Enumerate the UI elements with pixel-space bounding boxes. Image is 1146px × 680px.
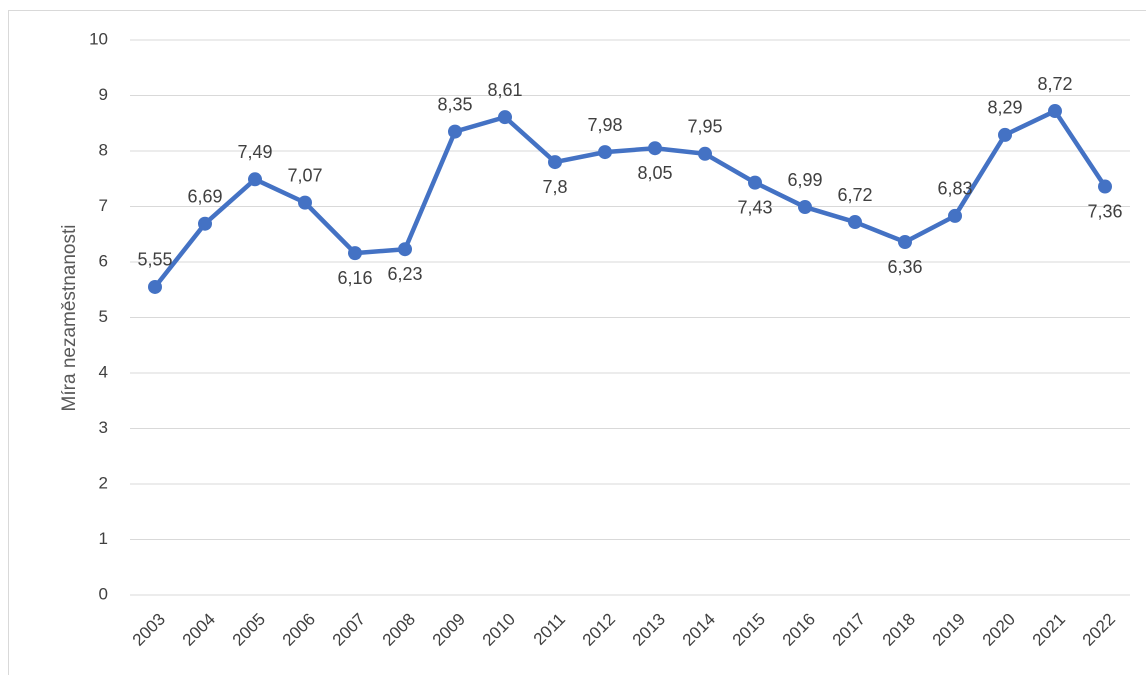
x-tick-label: 2017	[829, 610, 869, 650]
marker	[148, 280, 162, 294]
data-label: 6,36	[887, 257, 922, 277]
data-label: 7,98	[587, 115, 622, 135]
x-tick-label: 2003	[129, 610, 169, 650]
y-tick-label: 4	[99, 362, 108, 381]
x-tick-label: 2013	[629, 610, 669, 650]
data-label: 6,72	[837, 185, 872, 205]
x-tick-label: 2008	[379, 610, 419, 650]
data-label: 6,69	[187, 186, 222, 206]
marker	[498, 110, 512, 124]
marker	[298, 196, 312, 210]
x-tick-label: 2018	[879, 610, 919, 650]
data-label: 7,8	[542, 177, 567, 197]
marker	[548, 155, 562, 169]
marker	[748, 176, 762, 190]
x-tick-label: 2015	[729, 610, 769, 650]
y-axis-label: Míra nezaměstnanosti	[59, 225, 80, 412]
data-label: 6,83	[937, 179, 972, 199]
x-tick-label: 2011	[530, 610, 569, 649]
x-tick-label: 2020	[979, 610, 1019, 650]
marker	[198, 217, 212, 231]
marker	[1048, 104, 1062, 118]
marker	[398, 242, 412, 256]
x-tick-label: 2012	[579, 610, 619, 650]
x-tick-label: 2021	[1029, 610, 1069, 650]
marker	[598, 145, 612, 159]
data-label: 7,95	[687, 117, 722, 137]
data-label: 6,16	[337, 268, 372, 288]
data-label: 7,07	[287, 165, 322, 185]
data-label: 6,99	[787, 170, 822, 190]
marker	[1098, 180, 1112, 194]
y-tick-label: 6	[99, 251, 108, 270]
data-label: 7,43	[737, 197, 772, 217]
data-label: 8,29	[987, 98, 1022, 118]
data-label: 5,55	[137, 250, 172, 270]
marker	[648, 141, 662, 155]
data-label: 7,36	[1087, 201, 1122, 221]
chart-frame	[9, 11, 1146, 676]
x-tick-label: 2004	[179, 610, 219, 650]
y-tick-label: 1	[99, 529, 108, 548]
y-tick-label: 7	[99, 196, 108, 215]
y-tick-label: 2	[99, 473, 108, 492]
marker	[898, 235, 912, 249]
y-tick-label: 9	[99, 85, 108, 104]
y-tick-label: 5	[99, 307, 108, 326]
data-label: 8,35	[437, 94, 472, 114]
marker	[348, 246, 362, 260]
y-tick-label: 8	[99, 140, 108, 159]
x-tick-label: 2006	[279, 610, 319, 650]
x-tick-label: 2005	[229, 610, 269, 650]
y-tick-label: 0	[99, 584, 108, 603]
data-label: 8,61	[487, 80, 522, 100]
x-tick-label: 2010	[479, 610, 519, 650]
x-tick-label: 2016	[779, 610, 819, 650]
x-tick-label: 2007	[329, 610, 369, 650]
data-label: 7,49	[237, 142, 272, 162]
marker	[698, 147, 712, 161]
line	[155, 111, 1105, 287]
x-tick-label: 2019	[929, 610, 969, 650]
y-tick-label: 3	[99, 418, 108, 437]
x-tick-label: 2009	[429, 610, 469, 650]
data-label: 8,72	[1037, 74, 1072, 94]
data-label: 6,23	[387, 264, 422, 284]
marker	[798, 200, 812, 214]
x-tick-label: 2014	[679, 610, 719, 650]
y-tick-label: 10	[89, 29, 108, 48]
marker	[248, 172, 262, 186]
marker	[998, 128, 1012, 142]
marker	[848, 215, 862, 229]
data-label: 8,05	[637, 163, 672, 183]
x-tick-label: 2022	[1079, 610, 1119, 650]
marker	[448, 125, 462, 139]
marker	[948, 209, 962, 223]
